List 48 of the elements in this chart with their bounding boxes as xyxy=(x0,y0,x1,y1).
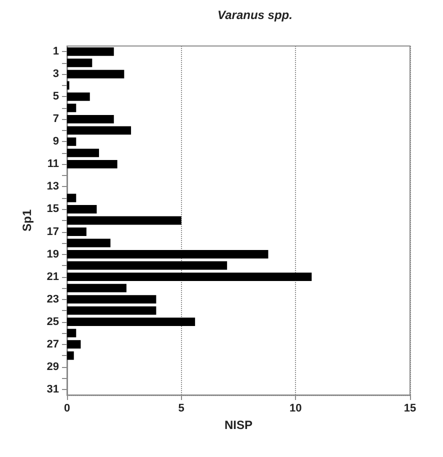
bar xyxy=(67,92,90,101)
bar xyxy=(67,295,156,304)
y-tick-label: 17 xyxy=(46,226,59,238)
bar xyxy=(67,318,196,326)
y-axis-title: Sp1 xyxy=(20,209,34,232)
bar xyxy=(67,114,114,124)
bar xyxy=(67,148,100,158)
bar xyxy=(67,272,312,282)
y-tick-label: 25 xyxy=(46,316,59,328)
bar xyxy=(67,284,126,292)
y-tick-label: 9 xyxy=(52,136,59,148)
bar xyxy=(67,194,76,202)
y-tick-label: 3 xyxy=(52,68,59,80)
y-tick-label: 11 xyxy=(47,158,59,170)
x-tick-label: 5 xyxy=(178,402,184,414)
bar xyxy=(67,216,182,225)
bar xyxy=(67,126,132,135)
bar xyxy=(67,205,97,214)
bar xyxy=(67,104,76,112)
bar xyxy=(67,58,92,68)
y-tick-label: 27 xyxy=(46,338,59,350)
y-tick-label: 15 xyxy=(46,203,59,216)
bar xyxy=(67,351,74,360)
bar xyxy=(67,137,76,146)
y-tick-label: 21 xyxy=(46,270,59,283)
y-tick-label: 23 xyxy=(46,293,59,306)
y-tick-label: 31 xyxy=(46,383,59,396)
chart-title: Varanus spp. xyxy=(218,8,292,22)
x-axis-title: NISP xyxy=(224,418,253,432)
y-tick-label: 13 xyxy=(46,180,59,193)
y-tick-label: 5 xyxy=(52,90,59,103)
bar xyxy=(67,160,118,168)
bar xyxy=(67,306,156,315)
y-tick-label: 7 xyxy=(52,113,59,126)
bar xyxy=(67,261,228,270)
bar xyxy=(67,47,114,56)
bar xyxy=(67,70,124,78)
bar xyxy=(67,250,268,258)
bar xyxy=(67,340,81,349)
bar xyxy=(67,328,76,338)
x-tick-label: 15 xyxy=(404,402,416,414)
x-tick-label: 0 xyxy=(64,402,70,414)
y-tick-label: 1 xyxy=(52,46,59,58)
y-tick-label: 19 xyxy=(46,248,59,260)
y-tick-label: 29 xyxy=(46,360,59,373)
x-tick-label: 10 xyxy=(290,402,302,414)
bar xyxy=(67,228,86,236)
bar xyxy=(67,238,110,248)
